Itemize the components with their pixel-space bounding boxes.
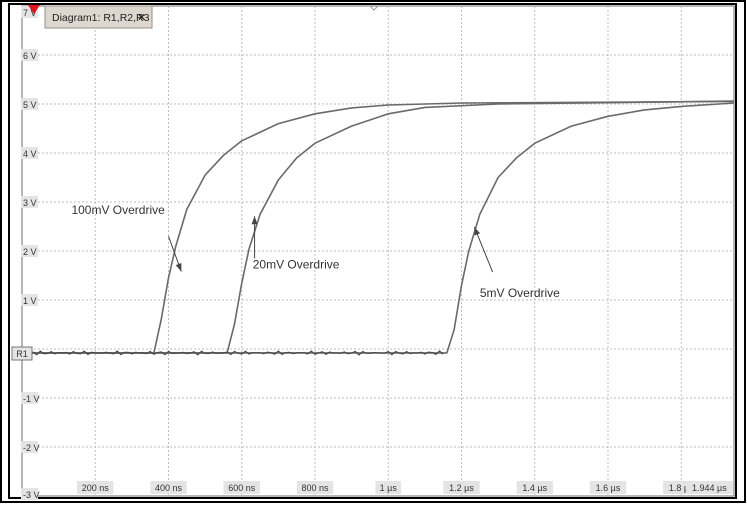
annotation-label: 100mV Overdrive	[71, 203, 165, 217]
svg-text:4 V: 4 V	[23, 149, 37, 159]
inner-frame	[8, 3, 737, 499]
annotation-arrowhead	[474, 226, 481, 236]
svg-text:3 V: 3 V	[23, 198, 37, 208]
diagram-tab-label: Diagram1: R1,R2,R3	[52, 12, 150, 24]
x-tick-label: 1.2 µs	[443, 481, 480, 494]
svg-text:5 V: 5 V	[23, 100, 37, 110]
x-tick-label: 1 µs	[375, 481, 402, 494]
svg-text:-2 V: -2 V	[23, 443, 40, 453]
traces	[21, 100, 735, 356]
grid	[22, 6, 734, 496]
annotation-arrowhead	[251, 216, 258, 225]
y-tick-label: 4 V	[21, 147, 38, 159]
y-tick-label: -2 V	[21, 441, 40, 453]
svg-text:1 V: 1 V	[23, 296, 37, 306]
trace-20mv-overdrive	[22, 100, 735, 354]
x-tick-label: 600 ns	[223, 481, 260, 494]
svg-text:1 µs: 1 µs	[380, 483, 398, 493]
svg-text:1.2 µs: 1.2 µs	[449, 483, 474, 493]
svg-text:400 ns: 400 ns	[155, 483, 183, 493]
y-tick-label: 3 V	[21, 196, 38, 208]
red-marker-icon[interactable]	[28, 5, 40, 14]
reference-marker-label: R1	[16, 349, 28, 359]
x-tick-label: 1.6 µs	[589, 481, 627, 494]
y-tick-label: 2 V	[21, 245, 38, 257]
svg-text:1.6 µs: 1.6 µs	[596, 483, 621, 493]
y-tick-label: 6 V	[21, 49, 38, 61]
annotation-arrow	[473, 226, 494, 273]
trace-5mv-overdrive	[22, 102, 735, 354]
x-tick-label: 1.944 µs	[685, 481, 733, 494]
y-tick-label: 5 V	[21, 98, 38, 110]
svg-text:600 ns: 600 ns	[228, 483, 256, 493]
svg-text:200 ns: 200 ns	[82, 483, 110, 493]
trigger-position-marker	[369, 5, 379, 11]
svg-text:-1 V: -1 V	[23, 394, 40, 404]
svg-text:1.4 µs: 1.4 µs	[522, 483, 547, 493]
svg-text:800 ns: 800 ns	[301, 483, 329, 493]
y-tick-label: -1 V	[21, 392, 40, 404]
y-tick-label: -3 V	[21, 488, 40, 500]
diagram-tab[interactable]: Diagram1: R1,R2,R3 ×	[44, 5, 153, 29]
svg-text:-3 V: -3 V	[23, 490, 40, 500]
reference-marker[interactable]: R1	[11, 346, 33, 361]
annotation-label: 5mV Overdrive	[480, 286, 560, 300]
trace-100mv-overdrive	[22, 100, 735, 354]
x-tick-label: 800 ns	[296, 481, 334, 494]
annotation-label: 20mV Overdrive	[253, 258, 340, 272]
tick-labels: 7 V 6 V 5 V 4 V 3 V 2 V 1 V -1 V -2 V -3 V 200 ns 4…	[21, 6, 733, 500]
baseline-noise	[21, 350, 444, 356]
diagram-tab-close-icon[interactable]: ×	[138, 10, 145, 24]
annotations: 100mV Overdrive 20mV Overdrive 5mV Overdri…	[71, 203, 560, 300]
annotation-arrowhead	[175, 263, 182, 272]
x-tick-label: 1.4 µs	[516, 481, 553, 494]
y-tick-label: 1 V	[21, 294, 38, 306]
x-tick-label: 200 ns	[77, 481, 114, 494]
svg-text:1.8 µs: 1.8 µs	[669, 483, 694, 493]
svg-text:7 V: 7 V	[23, 8, 37, 18]
svg-text:2 V: 2 V	[23, 247, 37, 257]
x-tick-label: 400 ns	[150, 481, 187, 494]
svg-text:6 V: 6 V	[23, 51, 37, 61]
svg-text:1.944 µs: 1.944 µs	[692, 483, 727, 493]
